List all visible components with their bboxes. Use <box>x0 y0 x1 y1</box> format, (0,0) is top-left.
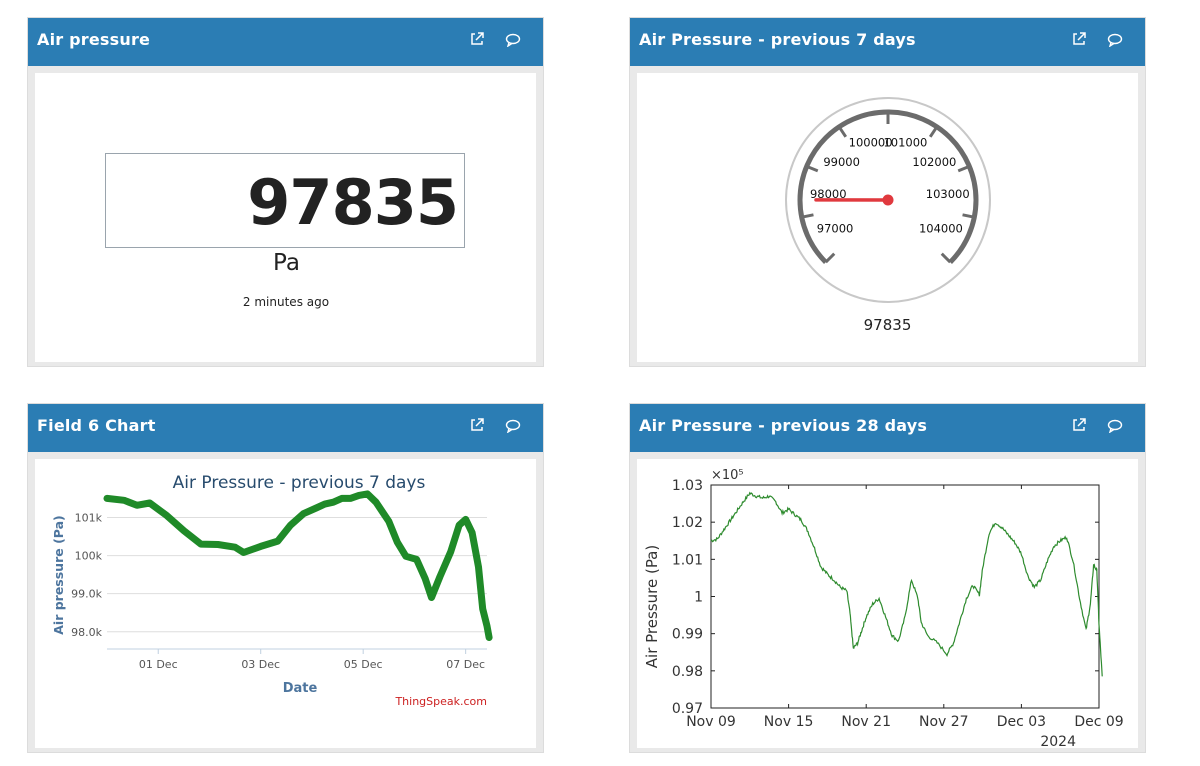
gauge-tick-label: 99000 <box>823 155 860 169</box>
unit-label: Pa <box>273 250 300 276</box>
y-tick-label: 1.03 <box>672 478 703 494</box>
widget-air-pressure: Air pressure 97835 Pa 2 minutes ago <box>27 17 544 367</box>
comment-icon[interactable] <box>1107 33 1125 51</box>
gauge-tick-label: 100000 <box>849 136 893 150</box>
gauge-tick <box>962 213 975 219</box>
numeric-display: 97835 <box>105 153 465 248</box>
updated-time: 2 minutes ago <box>242 295 330 309</box>
y-tick-label: 1 <box>694 590 703 606</box>
y-tick-label: 1.02 <box>672 515 703 531</box>
x-tick-label: 05 Dec <box>344 658 383 671</box>
gauge-tick-label: 97000 <box>817 221 854 235</box>
credit-link: ThingSpeak.com <box>394 695 487 708</box>
x-tick-label: 03 Dec <box>241 658 280 671</box>
x-tick-label: Dec 09 <box>1074 714 1123 730</box>
x-tick-label: Nov 21 <box>841 714 891 730</box>
gauge-tick <box>806 164 819 173</box>
comment-icon[interactable] <box>1107 419 1125 437</box>
x-axis-label: Date <box>283 681 318 696</box>
y-tick-label: 0.99 <box>672 627 703 643</box>
y-tick-label: 99.0k <box>71 588 102 601</box>
y-tick-label: 100k <box>75 550 103 563</box>
gauge-tick <box>957 164 970 173</box>
x-tick-label: 01 Dec <box>139 658 178 671</box>
gauge-tick <box>837 125 848 138</box>
widget-title: Air Pressure - previous 28 days <box>639 416 928 435</box>
line-chart-28-days: 0.97 0.98 0.99 1 1.01 1.02 1.03 ×10⁵ Nov 09 Nov 1… <box>643 468 1124 748</box>
gauge-tick <box>824 252 836 264</box>
widget-body: 97835 Pa 2 minutes ago <box>35 73 536 362</box>
widget-28-days-chart: Air Pressure - previous 28 days 0.97 0.98… <box>629 403 1146 753</box>
widget-gauge: Air Pressure - previous 7 days 97000 9800… <box>629 17 1146 367</box>
series-line <box>103 490 493 641</box>
x-year-label: 2024 <box>1040 734 1076 748</box>
widget-body: Air Pressure - previous 7 days 98.0k 99.0k… <box>35 459 536 748</box>
x-tick-label: Nov 09 <box>686 714 736 730</box>
chart-title: Air Pressure - previous 7 days <box>173 473 426 493</box>
gauge-tick-label: 104000 <box>919 221 963 235</box>
gauge-tick-label: 101000 <box>883 136 927 150</box>
gauge-tick-label: 102000 <box>912 155 956 169</box>
external-link-icon[interactable] <box>469 417 487 435</box>
line-chart-7-days: Air Pressure - previous 7 days 98.0k 99.0k… <box>51 473 493 708</box>
gauge-tick <box>801 213 814 219</box>
y-tick-label: 0.97 <box>672 701 703 717</box>
y-tick-label: 98.0k <box>71 626 102 639</box>
comment-icon[interactable] <box>505 33 523 51</box>
gauge-tick <box>940 252 952 264</box>
y-axis-label: Air Pressure (Pa) <box>643 545 661 668</box>
widget-header: Air pressure <box>28 18 543 66</box>
plot-frame <box>710 484 1100 709</box>
x-tick-label: Nov 15 <box>764 714 814 730</box>
y-tick-label: 0.98 <box>672 664 703 680</box>
x-tick-label: Nov 27 <box>919 714 969 730</box>
x-tick-label: Dec 03 <box>997 714 1046 730</box>
widget-title: Air pressure <box>37 30 151 49</box>
widget-body: 97000 98000 99000 100000 101000 102000 103000 1… <box>637 73 1138 362</box>
series-line <box>710 491 1103 677</box>
gauge-tick-label: 98000 <box>810 187 847 201</box>
y-tick-label: 101k <box>75 511 103 524</box>
widget-header: Air Pressure - previous 28 days <box>630 404 1145 452</box>
gauge-needle-hub <box>882 194 894 206</box>
widget-header: Air Pressure - previous 7 days <box>630 18 1145 66</box>
external-link-icon[interactable] <box>1071 417 1089 435</box>
gauge-value: 97835 <box>863 316 912 334</box>
widget-title: Field 6 Chart <box>37 416 156 435</box>
gauge-tick <box>928 125 939 138</box>
comment-icon[interactable] <box>505 419 523 437</box>
external-link-icon[interactable] <box>1071 31 1089 49</box>
widget-header: Field 6 Chart <box>28 404 543 452</box>
numeric-value: 97835 <box>247 166 459 239</box>
y-tick-label: 1.01 <box>672 552 703 568</box>
widget-title: Air Pressure - previous 7 days <box>639 30 916 49</box>
widget-field6-chart: Field 6 Chart Air Pressure - previous 7 … <box>27 403 544 753</box>
widget-body: 0.97 0.98 0.99 1 1.01 1.02 1.03 ×10⁵ Nov 09 Nov 1… <box>637 459 1138 748</box>
y-exponent-label: ×10⁵ <box>711 468 744 483</box>
gauge-arc <box>797 109 979 264</box>
gauge-tick-label: 103000 <box>926 187 970 201</box>
x-tick-label: 07 Dec <box>446 658 485 671</box>
y-axis-label: Air pressure (Pa) <box>51 515 66 635</box>
external-link-icon[interactable] <box>469 31 487 49</box>
